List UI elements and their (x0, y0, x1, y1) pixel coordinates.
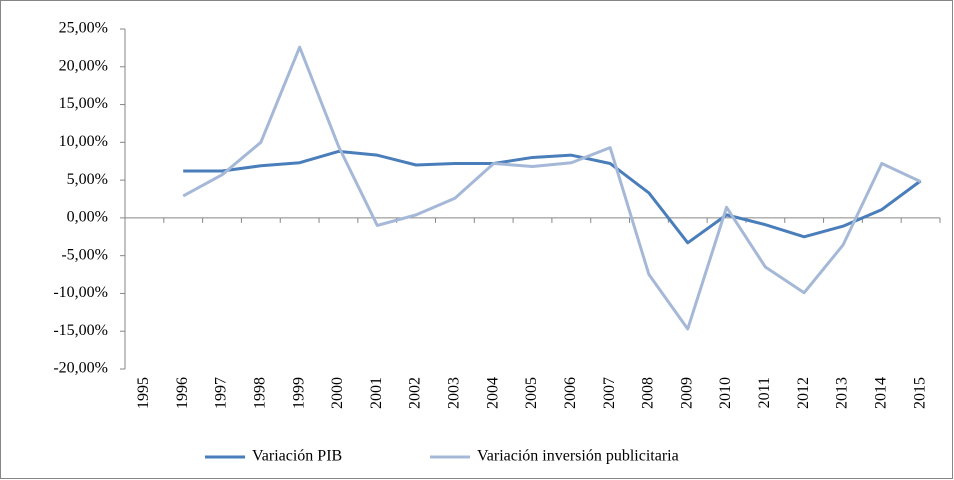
x-tick-label: 1996 (174, 377, 191, 409)
x-tick-label: 2000 (329, 377, 346, 409)
x-tick-label: 2011 (756, 377, 773, 408)
y-tick-label: 5,00% (67, 171, 108, 188)
x-tick-label: 2003 (446, 377, 463, 409)
x-tick-label: 2007 (601, 377, 618, 409)
x-tick-label: 2001 (368, 377, 385, 409)
x-tick-label: 2004 (484, 377, 501, 409)
y-tick-label: -15,00% (53, 322, 108, 339)
x-tick-label: 2015 (911, 377, 928, 409)
y-tick-label: 15,00% (59, 95, 108, 112)
legend-label: Variación PIB (252, 448, 342, 465)
x-tick-label: 2009 (678, 377, 695, 409)
y-tick-label: -5,00% (61, 246, 108, 263)
series-line (182, 45, 922, 331)
legend-label: Variación inversión publicitaria (477, 448, 679, 465)
x-tick-label: 2008 (640, 377, 657, 409)
x-tick-label: 1999 (290, 377, 307, 409)
y-tick-label: 20,00% (59, 57, 108, 74)
y-tick-label: 10,00% (59, 133, 108, 150)
x-tick-label: 2014 (872, 377, 889, 409)
x-tick-label: 2006 (562, 377, 579, 409)
x-tick-label: 2010 (717, 377, 734, 409)
x-tick-label: 2012 (795, 377, 812, 409)
x-tick-label: 2005 (523, 377, 540, 409)
x-tick-label: 1995 (135, 377, 152, 409)
x-tick-label: 1997 (213, 377, 230, 409)
x-tick-label: 2013 (834, 377, 851, 409)
series-line (183, 149, 922, 245)
x-tick-label: 1998 (252, 377, 269, 409)
y-tick-label: 25,00% (59, 20, 108, 37)
y-tick-label: -10,00% (53, 284, 108, 301)
y-tick-label: -20,00% (53, 360, 108, 377)
x-tick-label: 2002 (407, 377, 424, 409)
y-tick-label: 0,00% (67, 209, 108, 226)
